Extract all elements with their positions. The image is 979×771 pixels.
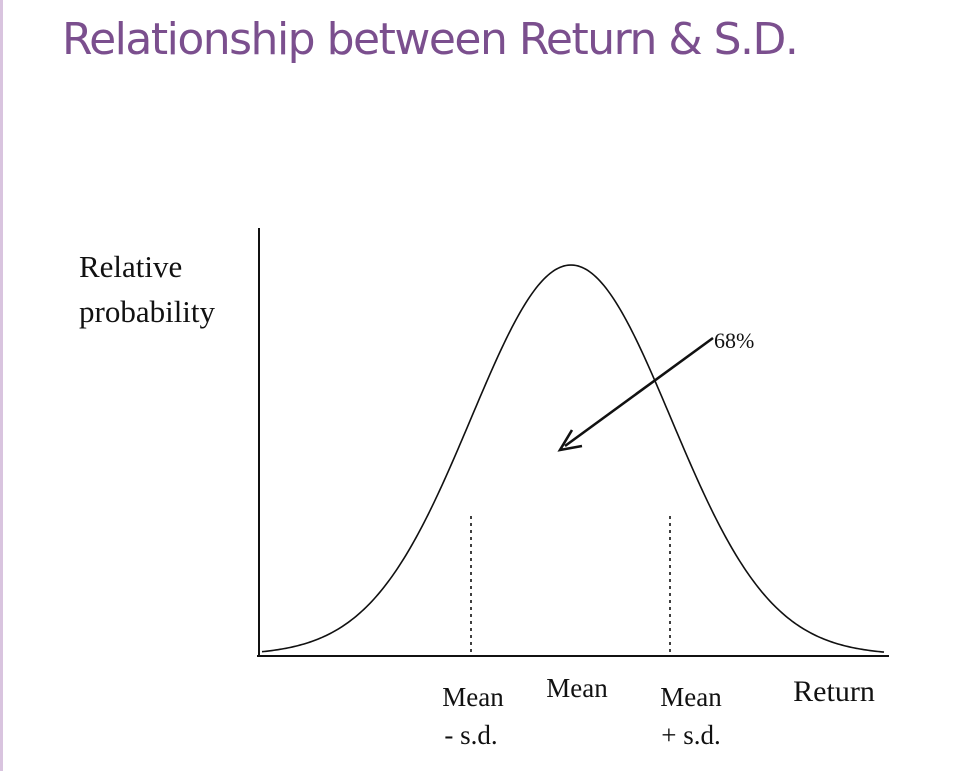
tick-label-mean-minus-sd-line1: Mean <box>442 682 504 712</box>
slide-edge <box>0 0 3 771</box>
y-axis-label-line2: probability <box>79 294 216 329</box>
slide-title: Relationship between Return & S.D. <box>62 14 799 65</box>
tick-label-mean: Mean <box>546 673 608 703</box>
y-axis-label-line1: Relative <box>79 249 182 284</box>
tick-label-mean-plus-sd-line2: + s.d. <box>661 720 720 750</box>
x-axis-label: Return <box>793 675 875 708</box>
tick-label-mean-minus-sd-line2: - s.d. <box>444 720 497 750</box>
annotation-arrow <box>564 336 714 448</box>
tick-label-mean-plus-sd-line1: Mean <box>660 682 722 712</box>
bell-curve <box>261 264 885 653</box>
annotation-arrow-head <box>557 429 583 452</box>
annotation-label: 68% <box>714 328 754 353</box>
